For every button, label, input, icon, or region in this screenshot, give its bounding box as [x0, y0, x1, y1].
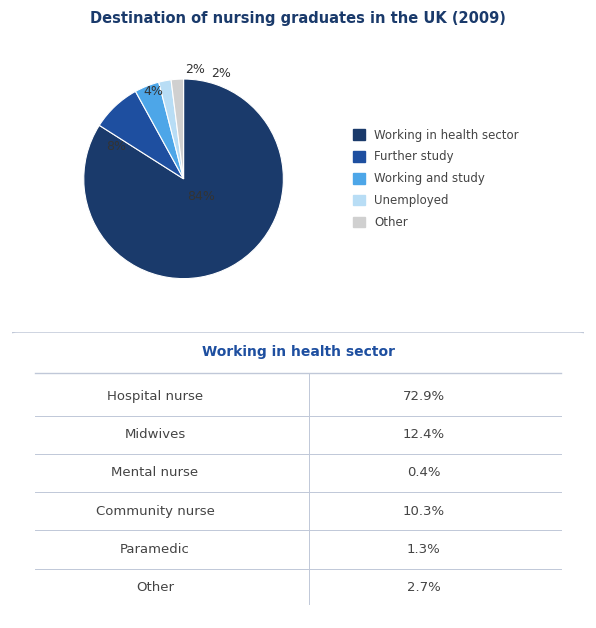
Text: Working in health sector: Working in health sector [201, 345, 395, 359]
Text: 12.4%: 12.4% [403, 428, 445, 441]
Text: 10.3%: 10.3% [403, 505, 445, 517]
FancyBboxPatch shape [6, 332, 590, 619]
Text: 72.9%: 72.9% [403, 390, 445, 403]
Title: Destination of nursing graduates in the UK (2009): Destination of nursing graduates in the … [90, 11, 506, 26]
Text: Other: Other [136, 582, 174, 594]
Legend: Working in health sector, Further study, Working and study, Unemployed, Other: Working in health sector, Further study,… [350, 125, 523, 232]
Text: Paramedic: Paramedic [120, 543, 190, 556]
Text: Mental nurse: Mental nurse [111, 467, 198, 479]
Text: 2.7%: 2.7% [407, 582, 441, 594]
FancyBboxPatch shape [6, 28, 590, 318]
Text: 1.3%: 1.3% [407, 543, 441, 556]
Text: 0.4%: 0.4% [407, 467, 440, 479]
Text: Midwives: Midwives [125, 428, 185, 441]
Text: Community nurse: Community nurse [95, 505, 215, 517]
Text: Hospital nurse: Hospital nurse [107, 390, 203, 403]
